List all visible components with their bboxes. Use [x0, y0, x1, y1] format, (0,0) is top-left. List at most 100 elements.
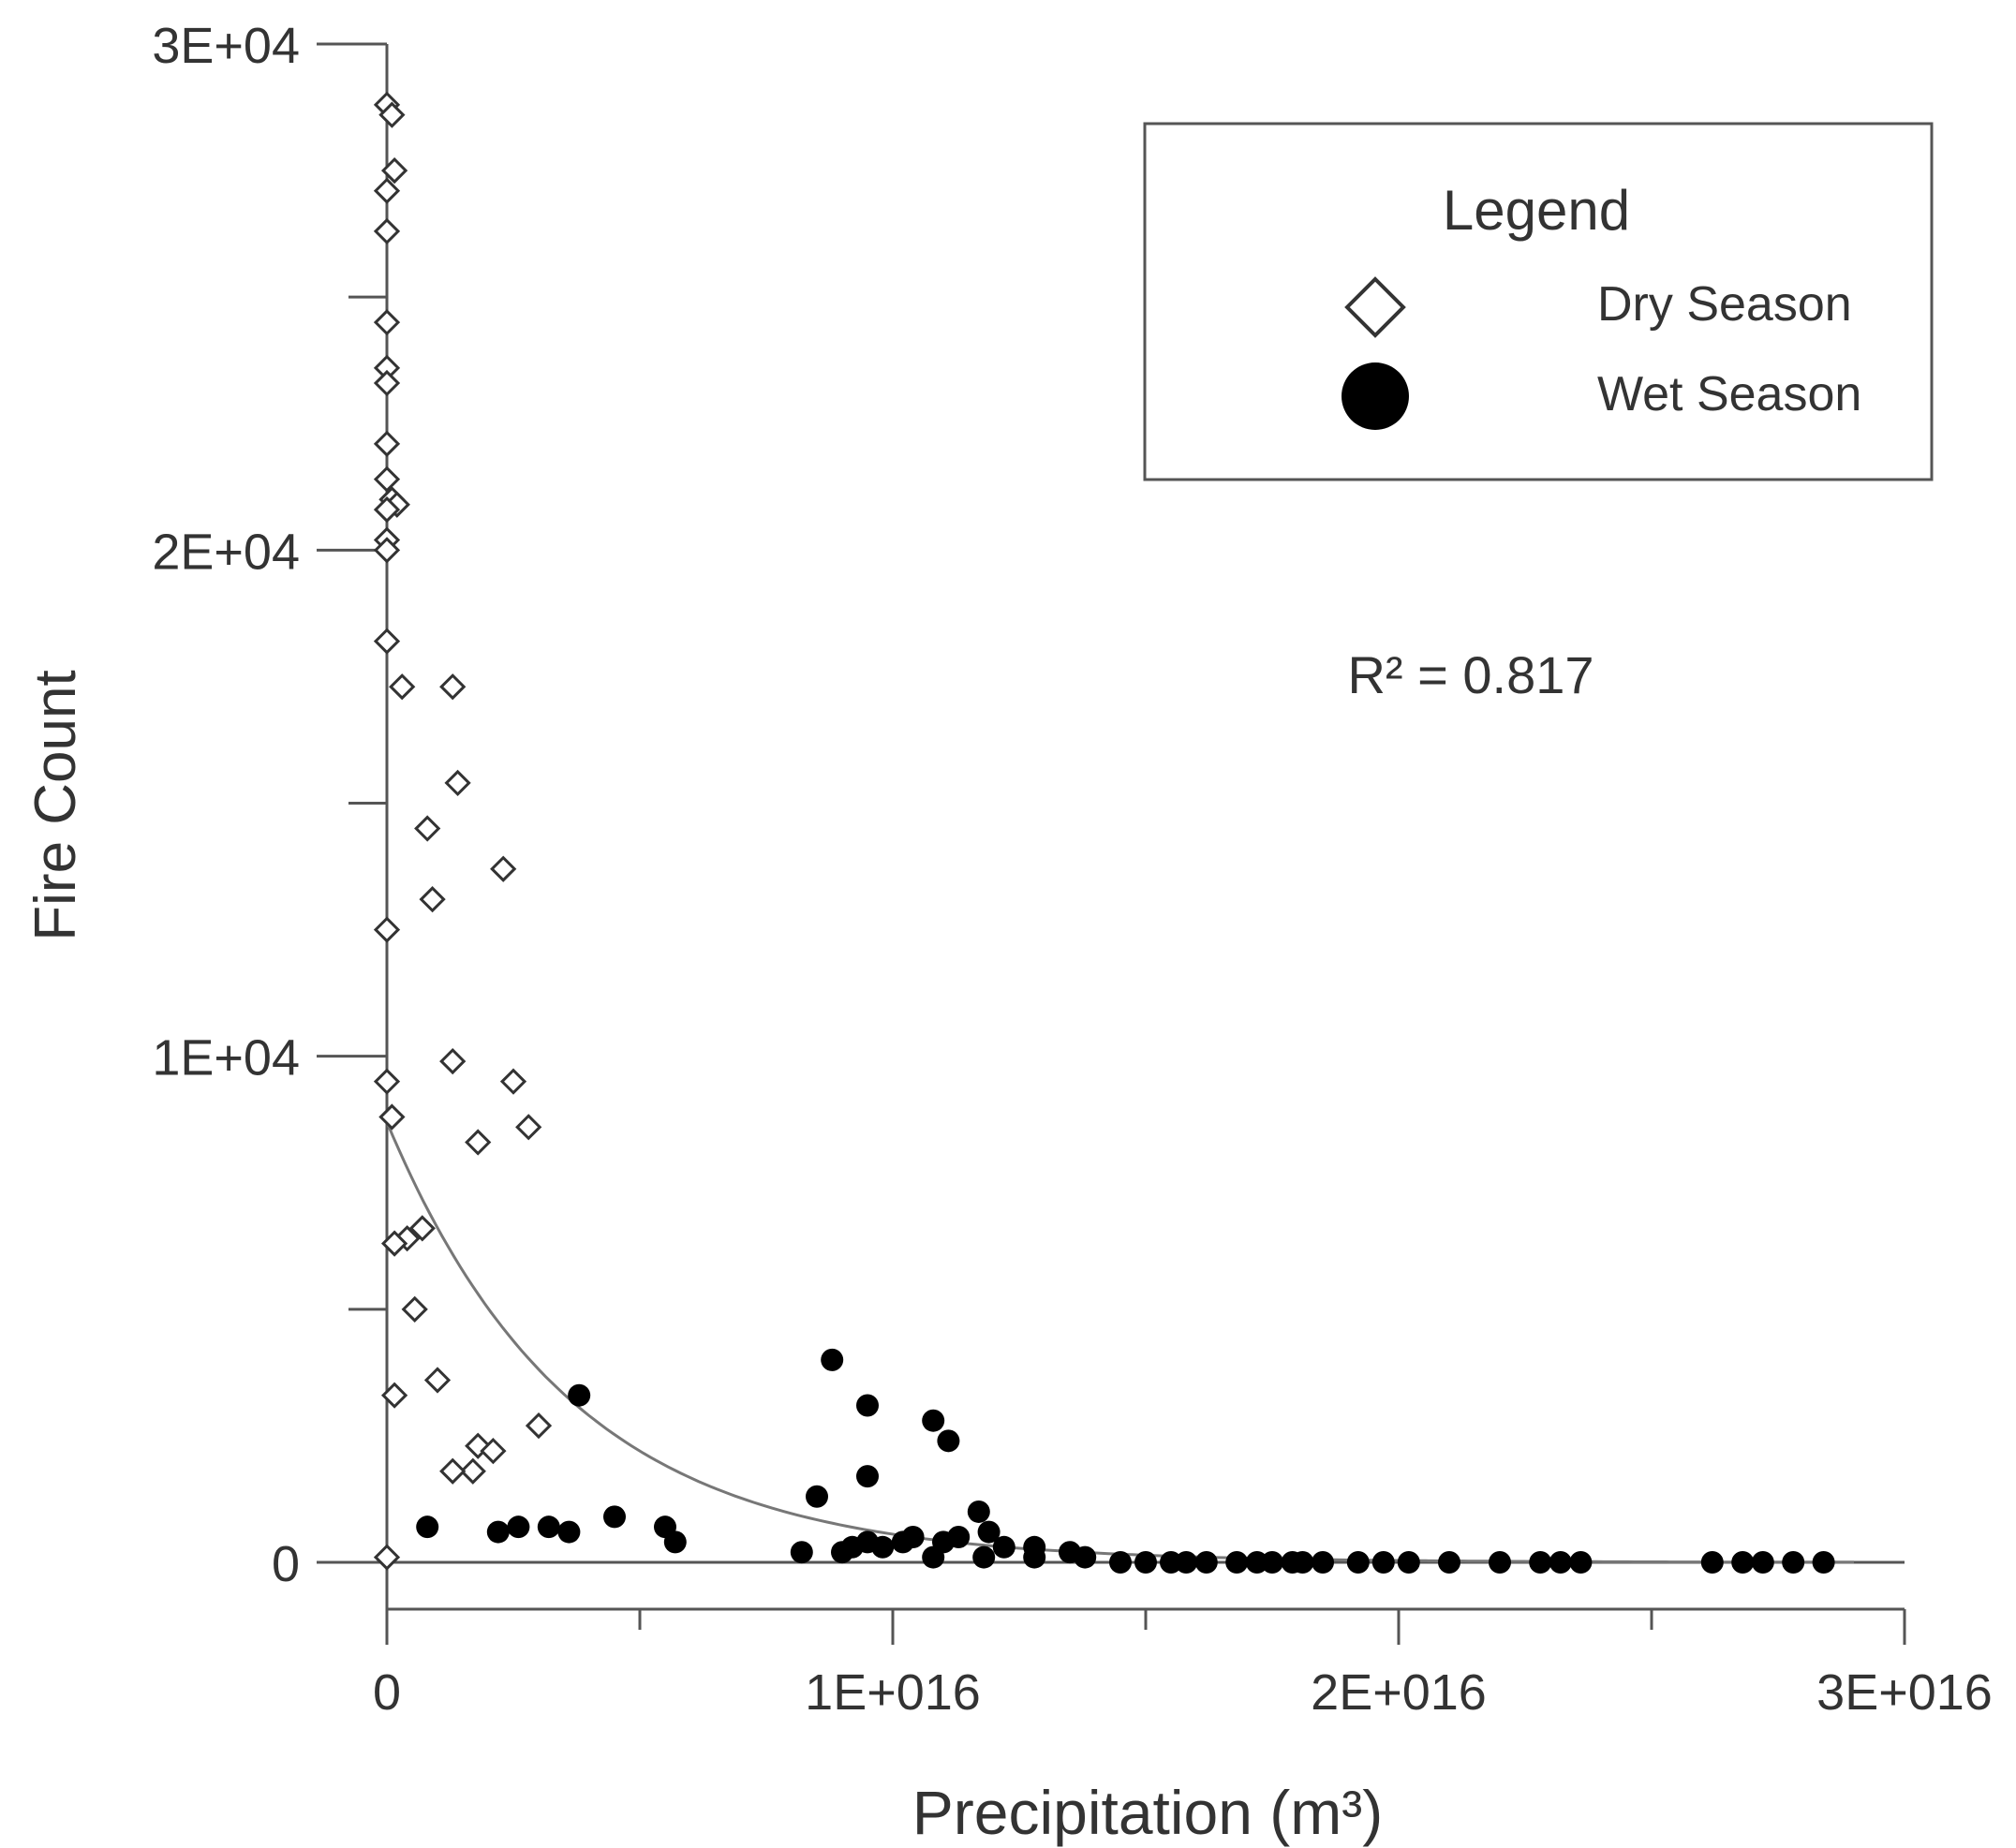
wet-season-point: [1397, 1551, 1420, 1574]
data-points: [373, 91, 1835, 1574]
dry-season-point: [380, 1230, 408, 1257]
dry-season-point: [499, 1068, 527, 1095]
legend-title: Legend: [1443, 179, 1630, 242]
dry-season-point: [373, 309, 401, 336]
legend: Legend Dry Season Wet Season: [1143, 122, 1934, 481]
wet-season-point: [416, 1515, 439, 1539]
dry-season-point: [373, 1544, 401, 1571]
dry-season-point: [419, 886, 446, 913]
dry-season-point: [373, 466, 401, 493]
wet-season-point: [1312, 1551, 1334, 1574]
wet-season-point: [856, 1465, 879, 1488]
dry-season-point: [439, 1457, 467, 1485]
wet-season-point: [557, 1520, 581, 1544]
wet-season-point: [1109, 1551, 1132, 1574]
dry-season-point: [378, 1103, 406, 1131]
dry-season-point: [393, 1225, 421, 1252]
wet-season-point: [901, 1525, 925, 1548]
wet-season-point: [537, 1515, 560, 1539]
legend-wet-marker-icon: [1342, 362, 1409, 430]
dry-season-point: [389, 673, 416, 701]
dry-season-point: [515, 1114, 542, 1141]
dry-season-point: [401, 1295, 428, 1323]
wet-season-point: [486, 1520, 510, 1544]
wet-season-point: [1782, 1551, 1805, 1574]
dry-season-point: [373, 430, 401, 457]
wet-season-point: [1074, 1545, 1097, 1569]
fit-curve-group: [385, 1121, 1854, 1564]
wet-season-point: [1194, 1551, 1218, 1574]
wet-season-point: [1812, 1551, 1835, 1574]
y-tick-label: 0: [272, 1536, 300, 1592]
wet-season-point: [790, 1541, 813, 1564]
wet-season-point: [1225, 1551, 1249, 1574]
wet-season-point: [1751, 1551, 1774, 1574]
legend-wet-label: Wet Season: [1597, 367, 1861, 421]
wet-season-point: [1438, 1551, 1460, 1574]
dry-season-point: [439, 673, 467, 701]
y-axis-label: Fire Count: [23, 670, 88, 940]
wet-season-point: [1346, 1551, 1370, 1574]
dry-season-point: [459, 1457, 486, 1485]
wet-season-point: [1023, 1545, 1046, 1569]
dry-season-point: [373, 177, 401, 204]
dry-season-point: [373, 217, 401, 245]
dry-season-point: [380, 1382, 408, 1409]
wet-season-point: [806, 1485, 828, 1508]
wet-season-point: [967, 1500, 990, 1523]
wet-season-point: [1529, 1551, 1552, 1574]
wet-season-point: [1175, 1551, 1198, 1574]
dry-season-point: [373, 369, 401, 397]
wet-season-point: [663, 1530, 687, 1554]
wet-season-point: [603, 1505, 626, 1529]
wet-season-point: [1134, 1551, 1157, 1574]
wet-season-point: [1291, 1551, 1314, 1574]
wet-season-point: [856, 1394, 879, 1417]
legend-dry-marker-icon: [1344, 276, 1406, 338]
dry-season-point: [380, 156, 408, 185]
x-axis-label: Precipitation (m³): [912, 1778, 1383, 1847]
dry-season-point: [414, 815, 441, 842]
dry-season-point: [490, 855, 517, 882]
x-tick-label: 3E+016: [1816, 1664, 1993, 1721]
wet-season-point: [871, 1535, 895, 1559]
wet-season-point: [821, 1348, 844, 1371]
fit-curve: [385, 1121, 1854, 1564]
dry-season-point: [373, 628, 401, 655]
x-tick-label: 2E+016: [1311, 1664, 1487, 1721]
wet-season-point: [507, 1515, 530, 1539]
wet-season-point: [947, 1525, 971, 1548]
wet-season-point: [1489, 1551, 1511, 1574]
dry-season-point: [480, 1438, 507, 1465]
dry-season-point: [439, 1047, 467, 1075]
y-tick-label: 2E+04: [152, 524, 300, 580]
wet-season-point: [1371, 1551, 1395, 1574]
wet-season-point: [937, 1429, 960, 1453]
dry-season-point: [408, 1215, 436, 1242]
wet-season-point: [977, 1520, 1001, 1544]
dry-season-point: [373, 537, 401, 564]
x-tick-label: 1E+016: [805, 1664, 981, 1721]
r-squared-annotation: R² = 0.817: [1347, 645, 1594, 704]
wet-season-point: [1549, 1551, 1572, 1574]
dry-season-point: [378, 101, 406, 128]
axes: 0 1E+04 2E+04 3E+04 0 1E+016 2E+016 3E+016: [152, 18, 1993, 1721]
dry-season-point: [373, 916, 401, 943]
dry-season-point: [465, 1129, 492, 1156]
legend-dry-label: Dry Season: [1597, 277, 1852, 332]
dry-season-point: [373, 495, 401, 524]
dry-season-point: [525, 1412, 553, 1440]
y-tick-label: 1E+04: [152, 1030, 300, 1087]
y-tick-label: 3E+04: [152, 18, 300, 74]
wet-season-point: [1700, 1551, 1724, 1574]
dry-season-point: [373, 1068, 401, 1095]
wet-season-point: [1731, 1551, 1755, 1574]
dry-season-point: [423, 1367, 452, 1394]
wet-season-point: [972, 1545, 996, 1569]
dry-season-point: [444, 769, 471, 797]
wet-season-point: [922, 1409, 945, 1432]
wet-season-point: [1569, 1551, 1593, 1574]
wet-season-point: [568, 1383, 591, 1407]
wet-season-point: [992, 1535, 1015, 1559]
